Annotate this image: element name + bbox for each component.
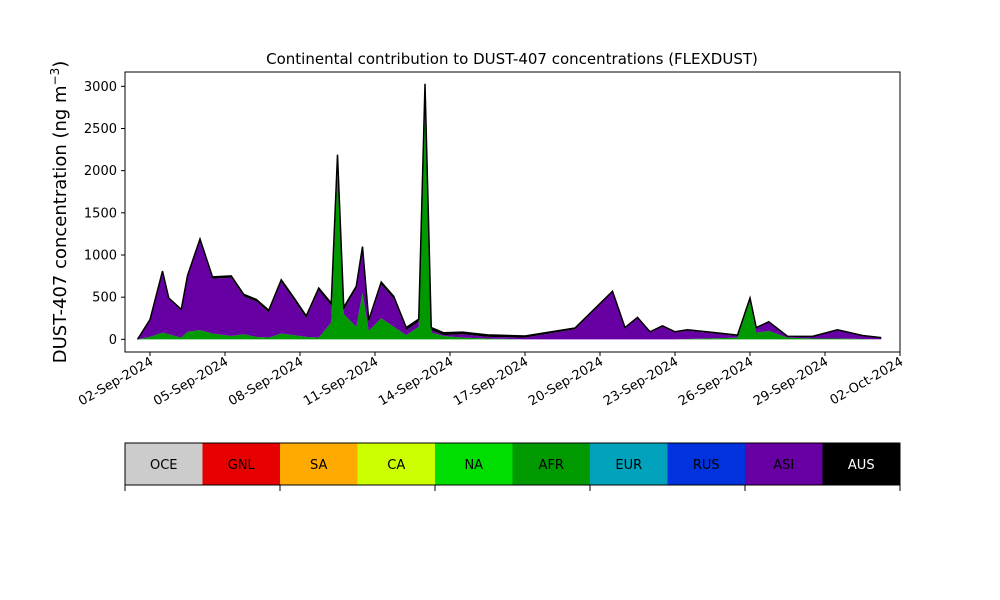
legend-swatch-afr xyxy=(512,443,590,485)
y-tick-label: 1500 xyxy=(84,206,117,221)
legend-label-asi: ASI xyxy=(773,458,794,473)
plot-areas xyxy=(137,83,882,340)
x-tick-label: 26-Sep-2024 xyxy=(676,354,756,409)
area-asi xyxy=(137,86,882,340)
x-tick-label: 20-Sep-2024 xyxy=(526,354,606,409)
legend-swatch-gnl xyxy=(202,443,280,485)
legend-label-sa: SA xyxy=(310,458,327,473)
y-axis: 0 500 1000 1500 2000 2500 3000 xyxy=(84,80,125,348)
legend-swatch-na xyxy=(435,443,513,485)
legend-label-eur: EUR xyxy=(615,458,642,473)
plot-frame xyxy=(124,71,901,353)
x-tick-label: 29-Sep-2024 xyxy=(751,354,831,409)
legend-label-rus: RUS xyxy=(693,458,720,473)
y-tick-label: 500 xyxy=(92,291,117,306)
x-tick-label: 02-Sep-2024 xyxy=(76,354,156,409)
legend-label-afr: AFR xyxy=(539,458,564,473)
x-tick-label: 11-Sep-2024 xyxy=(301,354,381,409)
y-axis-label-text: DUST-407 concentration (ng m xyxy=(50,85,71,363)
legend-swatch-sa xyxy=(280,443,358,485)
total-concentration-line xyxy=(136,83,882,340)
source-legend: OCE GNL SA CA NA AFR EUR RUS ASI AUS xyxy=(124,442,901,491)
legend-label-gnl: GNL xyxy=(228,458,256,473)
x-tick-label: 08-Sep-2024 xyxy=(226,354,306,409)
y-tick-label: 3000 xyxy=(84,80,117,95)
x-tick-label: 23-Sep-2024 xyxy=(601,354,681,409)
y-axis-label-unit-exponent: −3 xyxy=(48,68,62,86)
legend-swatch-asi xyxy=(745,443,823,485)
y-axis-label-close: ) xyxy=(50,61,71,68)
legend-swatch-oce xyxy=(125,443,203,485)
legend-label-oce: OCE xyxy=(150,458,178,473)
legend-label-aus: AUS xyxy=(848,458,875,473)
legend-label-na: NA xyxy=(464,458,483,473)
chart-title: Continental contribution to DUST-407 con… xyxy=(266,50,758,68)
y-tick-label: 2000 xyxy=(84,164,117,179)
x-tick-label: 02-Oct-2024 xyxy=(828,354,906,408)
x-axis: 02-Sep-202405-Sep-202408-Sep-202411-Sep-… xyxy=(76,352,906,409)
x-tick-label: 14-Sep-2024 xyxy=(376,354,456,409)
y-axis-label: DUST-407 concentration (ng m−3) xyxy=(48,61,71,364)
legend-swatch-aus xyxy=(822,443,900,485)
legend-frame xyxy=(124,442,901,486)
legend-swatch-ca xyxy=(357,443,435,485)
x-tick-label: 17-Sep-2024 xyxy=(451,354,531,409)
x-tick-label: 05-Sep-2024 xyxy=(151,354,231,409)
legend-swatch-rus xyxy=(667,443,745,485)
y-tick-label: 0 xyxy=(109,333,117,348)
legend-swatch-eur xyxy=(590,443,668,485)
y-tick-label: 1000 xyxy=(84,249,117,264)
y-tick-label: 2500 xyxy=(84,122,117,137)
legend-label-ca: CA xyxy=(387,458,405,473)
